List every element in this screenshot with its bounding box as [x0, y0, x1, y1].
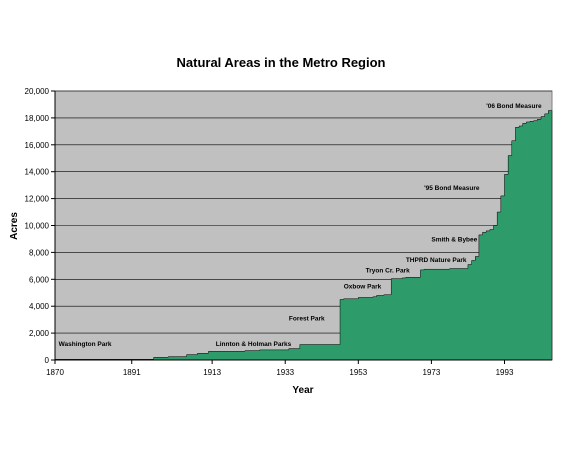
annotation-label: Smith & Bybee [431, 237, 477, 244]
annotation-label: Washington Park [59, 341, 112, 348]
annotation-label: Oxbow Park [344, 284, 382, 291]
y-tick-label: 10,000 [25, 222, 50, 231]
annotation-label: Tryon Cr. Park [366, 268, 410, 275]
y-tick-labels: 0 2,000 4,000 6,000 8,000 10,000 12,000 14,000 1… [25, 87, 55, 365]
y-tick-label: 14,000 [25, 168, 50, 177]
annotation-label: '06 Bond Measure [486, 103, 542, 110]
x-tick-label: 1993 [496, 368, 514, 377]
y-tick-label: 18,000 [25, 114, 50, 123]
annotation-label: Linnton & Holman Parks [216, 341, 292, 348]
annotations: Washington Park Linnton & Holman Parks For… [59, 103, 542, 348]
x-tick-label: 1891 [123, 368, 141, 377]
y-tick-label: 8,000 [29, 248, 50, 257]
area-series [54, 110, 553, 361]
x-tick-label: 1973 [423, 368, 441, 377]
y-tick-label: 0 [45, 356, 50, 365]
annotation-label: THPRD Nature Park [406, 257, 467, 264]
y-tick-label: 12,000 [25, 195, 50, 204]
chart-title: Natural Areas in the Metro Region [177, 55, 386, 70]
annotation-label: '95 Bond Measure [424, 185, 480, 192]
x-tick-label: 1913 [203, 368, 221, 377]
y-tick-label: 6,000 [29, 275, 50, 284]
y-axis-title: Acres [9, 212, 20, 240]
x-tick-labels: 1870 1891 1913 1933 1953 1973 1993 [46, 360, 514, 377]
y-tick-label: 16,000 [25, 141, 50, 150]
y-tick-label: 4,000 [29, 302, 50, 311]
x-axis-title: Year [292, 385, 313, 396]
y-tick-label: 2,000 [29, 329, 50, 338]
annotation-label: Forest Park [289, 315, 325, 322]
x-tick-label: 1870 [46, 368, 64, 377]
x-tick-label: 1953 [349, 368, 367, 377]
x-tick-label: 1933 [276, 368, 294, 377]
y-tick-label: 20,000 [25, 87, 50, 96]
